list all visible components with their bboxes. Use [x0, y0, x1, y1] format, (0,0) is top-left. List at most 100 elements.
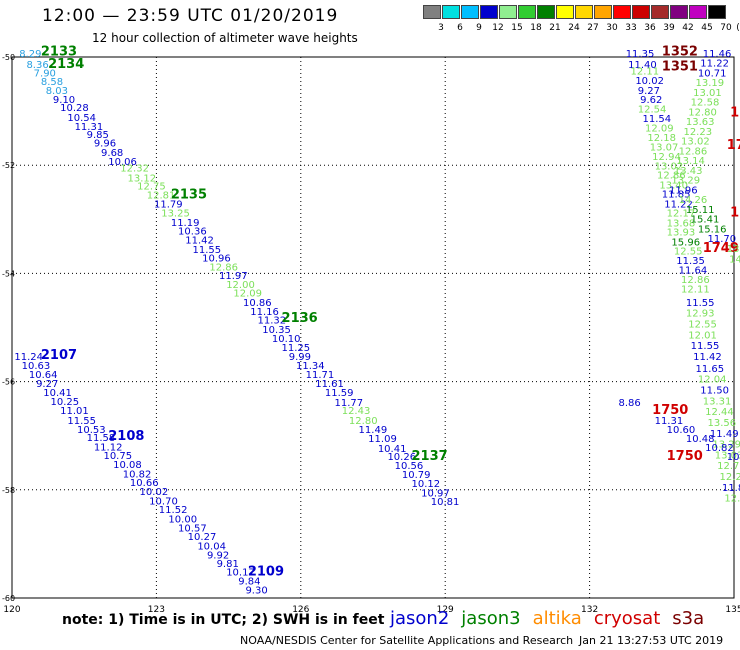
wave-height-label: 12.80 — [688, 107, 717, 118]
wave-height-label: 9.85 — [87, 130, 109, 141]
x-tick-label: 129 — [437, 605, 454, 615]
wave-height-label: 10.79 — [402, 470, 431, 481]
wave-height-label: 13.07 — [650, 143, 679, 154]
wave-height-label: 11.58 — [87, 433, 116, 444]
wave-height-label: 13.56 — [708, 418, 737, 429]
scale-label: 3 — [438, 23, 444, 33]
wave-height-label: 12.93 — [686, 309, 715, 320]
wave-height-label: 11.55 — [686, 298, 715, 309]
pass-number-label: 2107 — [41, 348, 77, 363]
wave-height-label: 13.25 — [161, 209, 190, 220]
wave-height-label: 11.49 — [710, 429, 739, 440]
wave-height-label: 13.14 — [676, 156, 705, 167]
wave-height-label: 13.93 — [667, 228, 696, 239]
footer-credit: NOAA/NESDIS Center for Satellite Applica… — [240, 634, 574, 647]
wave-height-label: 10.17 — [226, 567, 255, 578]
wave-height-label: 11.09 — [368, 434, 397, 445]
wave-height-label: 10 — [727, 452, 740, 463]
wave-height-label: 10.36 — [178, 226, 207, 237]
pass-number-label: 1 — [730, 206, 739, 221]
wave-height-label: 13. — [727, 244, 740, 255]
wave-height-label: 11.34 — [296, 361, 325, 372]
y-tick-label: -50 — [2, 53, 15, 62]
wave-height-label: 10.81 — [431, 497, 460, 508]
scale-swatch — [518, 5, 536, 19]
pass-number-label: 17 — [727, 138, 740, 153]
wave-height-label: 15.41 — [691, 215, 720, 226]
pass-number-label: 1749 — [703, 241, 739, 256]
wave-height-label: 12.58 — [691, 98, 720, 109]
wave-height-label: 10.41 — [378, 444, 407, 455]
wave-height-label: 8.58 — [41, 77, 63, 88]
wave-height-label: 9.92 — [207, 551, 229, 562]
wave-height-label: 10.00 — [168, 514, 197, 525]
wave-height-label: 12.86 — [657, 171, 686, 182]
wave-height-label: 9.99 — [289, 352, 311, 363]
wave-height-label: 10.57 — [178, 523, 207, 534]
legend-jason2: jason2 — [390, 608, 450, 629]
x-tick-label: 135 — [725, 605, 740, 615]
wave-height-label: 12.55 — [688, 320, 717, 331]
wave-height-label: 10.28 — [60, 103, 89, 114]
pass-number-label: 1351 — [662, 60, 698, 75]
footer-timestamp: Jan 21 13:27:53 UTC 2019 — [579, 634, 724, 647]
wave-height-label: 11.97 — [219, 271, 248, 282]
wave-height-label: 10.35 — [262, 325, 291, 336]
wave-height-label: 12.01 — [688, 330, 717, 341]
wave-height-label: 11.25 — [282, 343, 311, 354]
pass-number-label: 2109 — [248, 564, 284, 579]
wave-height-label: 11.52 — [159, 505, 188, 516]
wave-height-label: 11.40 — [628, 60, 657, 71]
wave-height-label: 10.54 — [67, 113, 96, 124]
wave-height-label: 12.72 — [717, 461, 740, 472]
wave-height-label: 11.12 — [94, 442, 123, 453]
wave-height-label: 12.86 — [679, 146, 708, 157]
y-tick-label: -52 — [2, 161, 15, 170]
wave-height-label: 10.41 — [43, 388, 72, 399]
scale-label: 12 — [492, 23, 504, 33]
legend-jason3: jason3 — [461, 608, 521, 629]
wave-height-label: 15.96 — [671, 237, 700, 248]
legend-s3a: s3a — [672, 608, 705, 629]
x-tick-label: 120 — [3, 605, 20, 615]
wave-height-label: 10.08 — [113, 460, 142, 471]
scale-swatch — [499, 5, 517, 19]
wave-height-label: 12.00 — [226, 280, 255, 291]
wave-height-label: 9.96 — [94, 138, 116, 149]
wave-height-label: 12.32 — [120, 164, 149, 175]
wave-height-label: 10.64 — [29, 370, 58, 381]
wave-height-label: 10.04 — [197, 541, 226, 552]
page-title: 12:00 — 23:59 UTC 01/20/2019 — [42, 6, 339, 26]
wave-height-label: 9.30 — [245, 586, 267, 597]
scale-swatch — [613, 5, 631, 19]
page-subtitle: 12 hour collection of altimeter wave hei… — [92, 31, 358, 45]
y-tick-label: -60 — [2, 594, 15, 603]
note-text: note: 1) Time is in UTC; 2) SWH is in fe… — [62, 612, 385, 628]
wave-height-label: 15.11 — [686, 205, 715, 216]
y-tick-label: -56 — [2, 378, 15, 387]
wave-height-label: 10.53 — [77, 425, 106, 436]
scale-label: 27 — [587, 23, 599, 33]
wave-height-label: 11.24 — [14, 352, 43, 363]
wave-height-label: 9.27 — [638, 86, 660, 97]
wave-height-label: 9.81 — [217, 559, 239, 570]
wave-height-label: 14.26 — [679, 195, 708, 206]
scale-label: 45 — [701, 23, 713, 33]
map-frame — [11, 56, 735, 599]
wave-height-label: 12.80 — [349, 416, 378, 427]
pass-number-label: 2135 — [171, 188, 207, 203]
legend-altika: altika — [532, 608, 582, 629]
wave-height-label: 10.97 — [421, 488, 450, 499]
scale-swatch — [461, 5, 479, 19]
pass-number-label: 1750 — [652, 403, 688, 418]
wave-height-label: 12.18 — [647, 133, 676, 144]
wave-height-label: 10.06 — [108, 157, 137, 168]
scale-swatch — [442, 5, 460, 19]
wave-height-label: 11.22 — [700, 59, 729, 70]
wave-height-label: 9.10 — [53, 95, 75, 106]
wave-height-label: 12.86 — [209, 263, 238, 274]
scale-swatch — [556, 5, 574, 19]
wave-height-label: 9.62 — [640, 95, 662, 106]
scale-label: 36 — [644, 23, 656, 33]
